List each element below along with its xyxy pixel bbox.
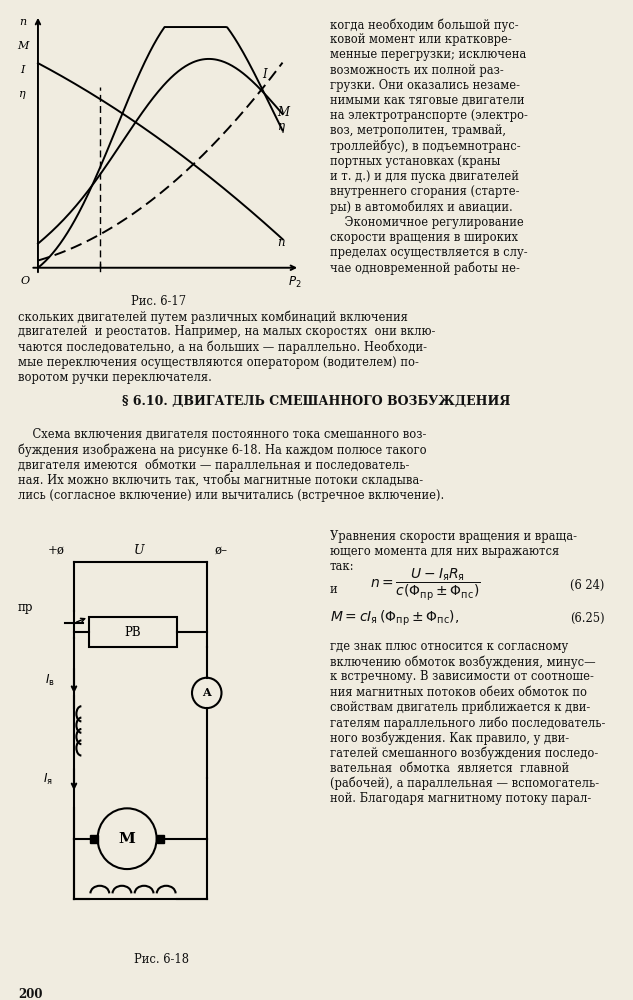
Text: где знак плюс относится к согласному: где знак плюс относится к согласному [330, 640, 568, 653]
Text: мые переключения осуществляются оператором (водителем) по-: мые переключения осуществляются оператор… [18, 356, 419, 369]
Text: Уравнения скорости вращения и враща-: Уравнения скорости вращения и враща- [330, 530, 577, 543]
Text: Схема включения двигателя постоянного тока смешанного воз-: Схема включения двигателя постоянного то… [18, 428, 427, 441]
Text: Рис. 6-17: Рис. 6-17 [132, 295, 187, 308]
Text: ного возбуждения. Как правило, у дви-: ного возбуждения. Как правило, у дви- [330, 731, 569, 745]
Text: η: η [277, 120, 285, 133]
Bar [156, 835, 164, 842]
Text: РВ: РВ [125, 626, 141, 639]
Text: $n = \dfrac{U - I_{\text{я}}R_{\text{я}}}{c(\Phi_{\text{пр}} \pm \Phi_{\text{пс}: $n = \dfrac{U - I_{\text{я}}R_{\text{я}}… [370, 567, 480, 603]
Text: буждения изображена на рисунке 6-18. На каждом полюсе такого: буждения изображена на рисунке 6-18. На … [18, 443, 427, 457]
Text: пределах осуществляется в слу-: пределах осуществляется в слу- [330, 246, 528, 259]
Text: портных установках (краны: портных установках (краны [330, 155, 500, 168]
Text: M: M [277, 106, 289, 119]
Text: ния магнитных потоков обеих обмоток по: ния магнитных потоков обеих обмоток по [330, 686, 587, 699]
Text: грузки. Они оказались незаме-: грузки. Они оказались незаме- [330, 79, 520, 92]
Text: M: M [118, 832, 135, 846]
Bar [91, 835, 97, 842]
Text: § 6.10. ДВИГАТЕЛЬ СМЕШАННОГО ВОЗБУЖДЕНИЯ: § 6.10. ДВИГАТЕЛЬ СМЕШАННОГО ВОЗБУЖДЕНИЯ [122, 395, 510, 408]
Text: двигателя имеются  обмотки — параллельная и последователь-: двигателя имеются обмотки — параллельная… [18, 458, 410, 472]
Text: ры) в автомобилях и авиации.: ры) в автомобилях и авиации. [330, 200, 513, 214]
Text: Экономичное регулирование: Экономичное регулирование [330, 216, 523, 229]
Text: и т. д.) и для пуска двигателей: и т. д.) и для пуска двигателей [330, 170, 519, 183]
Text: нимыми как тяговые двигатели: нимыми как тяговые двигатели [330, 94, 525, 107]
Text: (рабочей), а параллельная — вспомогатель-: (рабочей), а параллельная — вспомогатель… [330, 777, 599, 790]
Text: $I_{\text{я}}$: $I_{\text{я}}$ [42, 772, 53, 787]
Text: чаются последовательно, а на больших — параллельно. Необходи-: чаются последовательно, а на больших — п… [18, 340, 427, 354]
Text: ø–: ø– [215, 544, 228, 557]
Text: ной. Благодаря магнитному потоку парал-: ной. Благодаря магнитному потоку парал- [330, 792, 591, 805]
Text: $P_2$: $P_2$ [288, 275, 302, 290]
Text: U: U [134, 544, 144, 557]
Text: I: I [20, 65, 25, 75]
Text: ная. Их можно включить так, чтобы магнитные потоки складыва-: ная. Их можно включить так, чтобы магнит… [18, 474, 423, 487]
Text: возможность их полной раз-: возможность их полной раз- [330, 64, 504, 77]
Text: M: M [17, 41, 28, 51]
Text: так:: так: [330, 560, 354, 573]
Text: и: и [330, 583, 337, 596]
Text: $M = cI_{\text{я}}\,(\Phi_{\text{пр}} \pm \Phi_{\text{пс}}),$: $M = cI_{\text{я}}\,(\Phi_{\text{пр}} \p… [330, 608, 459, 628]
Text: когда необходим большой пус-: когда необходим большой пус- [330, 18, 518, 31]
Text: скольких двигателей путем различных комбинаций включения: скольких двигателей путем различных комб… [18, 310, 408, 324]
Text: чае одновременной работы не-: чае одновременной работы не- [330, 261, 520, 275]
Text: скорости вращения в широких: скорости вращения в широких [330, 231, 518, 244]
Text: n: n [277, 236, 285, 249]
Text: гателей смешанного возбуждения последо-: гателей смешанного возбуждения последо- [330, 746, 598, 760]
Text: свойствам двигатель приближается к дви-: свойствам двигатель приближается к дви- [330, 701, 590, 714]
Text: $I_{\text{в}}$: $I_{\text{в}}$ [46, 673, 55, 688]
Text: лись (согласное включение) или вычитались (встречное включение).: лись (согласное включение) или вычиталис… [18, 489, 444, 502]
Text: двигателей  и реостатов. Например, на малых скоростях  они вклю-: двигателей и реостатов. Например, на мал… [18, 325, 436, 338]
Text: A: A [203, 687, 211, 698]
Text: ковой момент или кратковре-: ковой момент или кратковре- [330, 33, 511, 46]
Text: η: η [19, 89, 26, 99]
Text: пр: пр [18, 601, 34, 614]
Text: гателям параллельного либо последователь-: гателям параллельного либо последователь… [330, 716, 605, 730]
Text: I: I [263, 68, 267, 81]
Text: n: n [19, 17, 26, 27]
Text: (6.25): (6.25) [570, 611, 605, 624]
Text: (6 24): (6 24) [570, 578, 605, 591]
Text: ющего момента для них выражаются: ющего момента для них выражаются [330, 545, 559, 558]
Text: воротом ручки переключателя.: воротом ручки переключателя. [18, 371, 212, 384]
Text: на электротранспорте (электро-: на электротранспорте (электро- [330, 109, 528, 122]
Text: внутреннего сгорания (старте-: внутреннего сгорания (старте- [330, 185, 520, 198]
Text: +ø: +ø [48, 544, 65, 557]
Text: вательная  обмотка  является  главной: вательная обмотка является главной [330, 762, 569, 775]
Bar [89, 617, 177, 647]
Text: троллейбус), в подъемнотранс-: троллейбус), в подъемнотранс- [330, 140, 520, 153]
Text: к встречному. В зависимости от соотноше-: к встречному. В зависимости от соотноше- [330, 670, 594, 683]
Text: 200: 200 [18, 988, 42, 1000]
Text: воз, метрополитен, трамвай,: воз, метрополитен, трамвай, [330, 124, 506, 137]
Text: O: O [21, 276, 30, 286]
Text: Рис. 6-18: Рис. 6-18 [134, 953, 189, 966]
Text: включению обмоток возбуждения, минус—: включению обмоток возбуждения, минус— [330, 655, 596, 669]
Text: менные перегрузки; исключена: менные перегрузки; исключена [330, 48, 526, 61]
